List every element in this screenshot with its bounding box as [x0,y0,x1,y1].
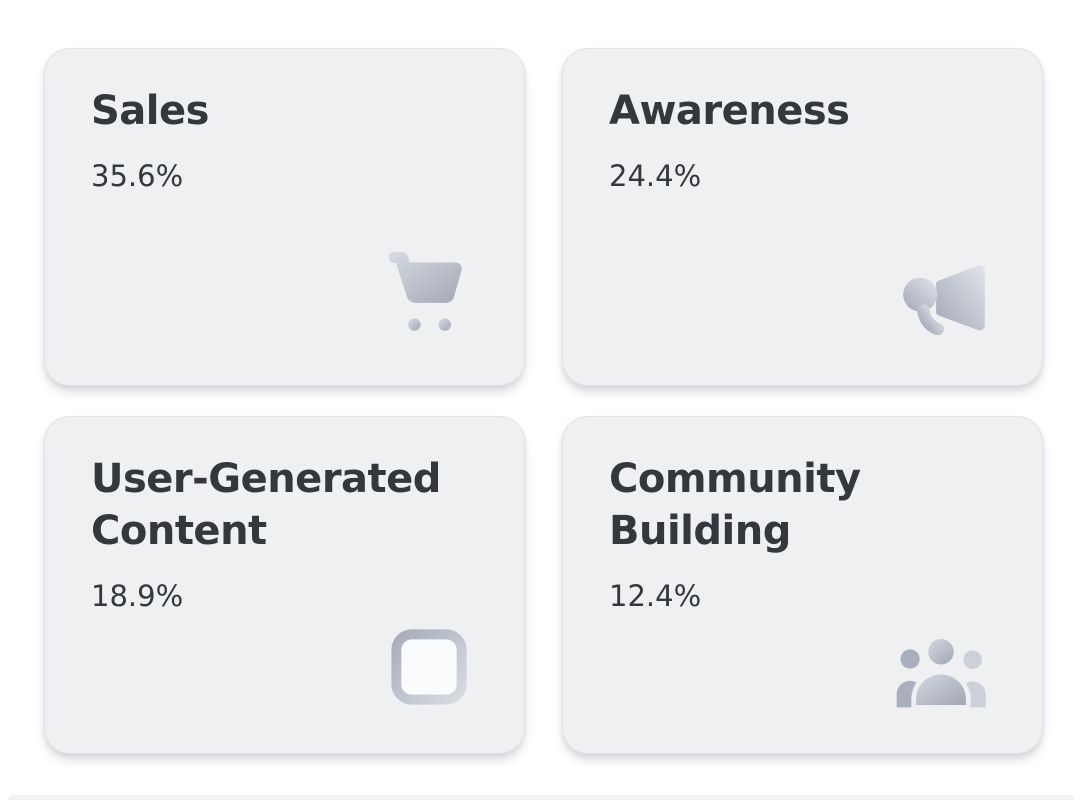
stat-card-community-building: Community Building 12.4% [562,416,1043,754]
card-value: 12.4% [609,579,702,613]
stat-card-awareness: Awareness 24.4% [562,48,1043,386]
stat-cards-grid: Sales 35.6% Awareness 24.4% [44,48,1043,754]
cutoff-next-section-edge [8,795,1074,800]
megaphone-icon [894,259,992,343]
people-group-icon [890,631,992,711]
shopping-cart-icon [378,243,474,343]
card-value: 18.9% [91,579,184,613]
card-title: Awareness [609,88,850,134]
document-text-icon [384,623,474,711]
card-title: Sales [91,88,209,134]
stat-card-sales: Sales 35.6% [44,48,525,386]
card-title: Community Building [609,456,861,554]
card-value: 35.6% [91,159,184,193]
stat-card-user-generated-content: User-Generated Content 18.9% [44,416,525,754]
card-value: 24.4% [609,159,702,193]
card-title: User-Generated Content [91,456,441,554]
